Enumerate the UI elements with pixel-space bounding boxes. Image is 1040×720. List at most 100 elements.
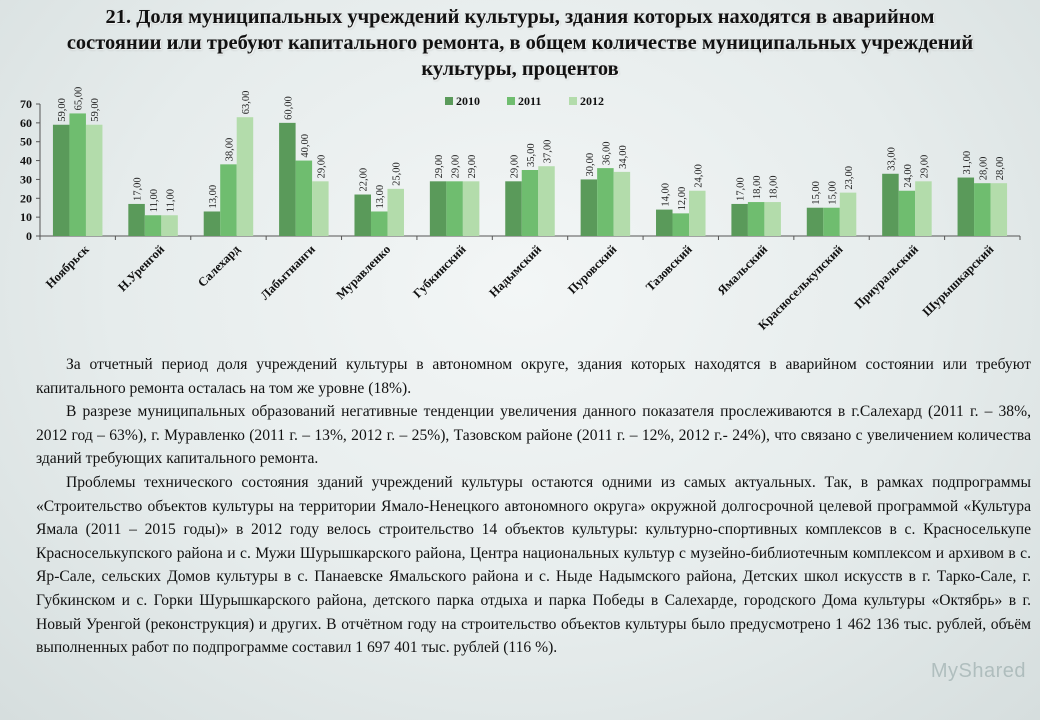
data-label: 38,00 (224, 138, 235, 162)
bar-2010 (505, 181, 522, 236)
data-label: 60,00 (283, 96, 294, 120)
data-label: 65,00 (74, 87, 85, 111)
bar-2011 (144, 215, 162, 236)
y-tick-label: 60 (20, 116, 32, 130)
bar-2012 (839, 192, 857, 236)
y-tick-label: 0 (26, 229, 32, 243)
bar-2011 (672, 213, 690, 236)
data-label: 37,00 (543, 140, 554, 164)
data-label: 29,00 (451, 155, 462, 179)
chart-title-line: культуры, процентов (421, 58, 619, 80)
legend-label: 2011 (518, 94, 541, 108)
data-label: 11,00 (166, 189, 177, 212)
category-label: Губкинский (410, 242, 468, 300)
bar-2010 (806, 207, 824, 236)
category-label: Надымский (486, 242, 544, 300)
data-label: 14,00 (660, 183, 671, 207)
data-label: 31,00 (962, 151, 973, 175)
category-label: Салехард (195, 242, 243, 290)
data-label: 30,00 (585, 153, 596, 177)
bar-2012 (85, 124, 103, 236)
bar-2011 (597, 168, 614, 236)
data-label: 59,00 (57, 98, 68, 122)
data-label: 29,00 (919, 155, 930, 179)
legend-swatch (445, 97, 453, 105)
data-label: 23,00 (844, 166, 855, 190)
bar-2012 (764, 202, 781, 236)
y-tick-label: 30 (20, 172, 32, 186)
bar-2010 (731, 203, 748, 236)
bar-2010 (52, 124, 70, 236)
bar-2010 (354, 194, 371, 236)
bar-2010 (882, 173, 899, 236)
bar-2012 (462, 181, 480, 236)
data-label: 40,00 (300, 134, 311, 158)
category-label: Пуровский (565, 242, 619, 296)
bar-2012 (915, 181, 932, 236)
bar-2011 (69, 113, 86, 236)
paragraph: Проблемы технического состояния зданий у… (36, 473, 1031, 657)
data-label: 29,00 (316, 155, 327, 179)
bar-2012 (689, 190, 706, 236)
bar-2011 (747, 202, 765, 236)
bar-2012 (613, 171, 631, 236)
bar-2010 (580, 179, 598, 236)
bar-2010 (279, 122, 296, 236)
data-label: 29,00 (510, 155, 521, 179)
bar-2010 (957, 177, 975, 236)
category-label: Красноселькупский (755, 242, 845, 332)
category-label: Приуральский (852, 242, 921, 311)
data-label: 17,00 (133, 177, 144, 201)
data-label: 25,00 (392, 162, 403, 186)
legend-swatch (569, 97, 577, 105)
chart-title: 21. Доля муниципальных учреждений культу… (0, 4, 1040, 82)
data-label: 33,00 (886, 147, 897, 171)
bar-2012 (387, 188, 404, 236)
body-text: За отчетный период доля учреждений культ… (36, 353, 1031, 660)
category-label: Тазовский (643, 242, 695, 294)
data-label: 34,00 (618, 145, 629, 169)
category-label: Ноябрьск (43, 242, 92, 291)
data-label: 12,00 (677, 187, 688, 211)
paragraph: За отчетный период доля учреждений культ… (36, 356, 1031, 397)
bar-2010 (429, 181, 447, 236)
paragraph: В разрезе муниципальных образований нега… (36, 403, 1031, 468)
legend-label: 2010 (456, 94, 480, 108)
bar-2011 (974, 183, 991, 236)
bar-2011 (220, 164, 237, 236)
data-label: 36,00 (601, 141, 612, 165)
watermark-logo: MyShared (930, 660, 1026, 682)
bar-2010 (128, 203, 145, 236)
bar-2012 (990, 183, 1008, 236)
data-label: 18,00 (752, 175, 763, 199)
data-label: 15,00 (811, 181, 822, 205)
bar-2011 (370, 211, 388, 236)
bar-2011 (898, 190, 916, 236)
bar-chart: 0 10 20 30 40 50 60 70 59,00 65,00 59,00 Ноябрьск 17… (20, 87, 1021, 333)
bar-2011 (295, 160, 313, 236)
data-label: 24,00 (903, 164, 914, 188)
data-label: 29,00 (467, 155, 478, 179)
y-tick-label: 10 (20, 210, 32, 224)
data-label: 11,00 (149, 189, 160, 212)
category-label: Муравленко (333, 242, 393, 302)
y-tick-label: 20 (20, 191, 32, 205)
data-label: 63,00 (241, 91, 252, 115)
category-label: Лабытнанги (258, 242, 318, 302)
legend-swatch (507, 97, 515, 105)
data-label: 28,00 (978, 157, 989, 181)
data-label: 28,00 (995, 157, 1006, 181)
bar-2012 (236, 117, 254, 236)
data-label: 29,00 (434, 155, 445, 179)
category-label: Шурышкарский (920, 242, 997, 319)
bar-2011 (446, 181, 463, 236)
data-label: 18,00 (769, 175, 780, 199)
data-label: 59,00 (90, 98, 101, 122)
legend-label: 2012 (580, 94, 604, 108)
y-tick-label: 40 (20, 154, 32, 168)
data-label: 24,00 (693, 164, 704, 188)
y-tick-label: 70 (20, 97, 32, 111)
data-label: 13,00 (375, 185, 386, 209)
bar-2010 (203, 211, 221, 236)
data-label: 17,00 (736, 177, 747, 201)
